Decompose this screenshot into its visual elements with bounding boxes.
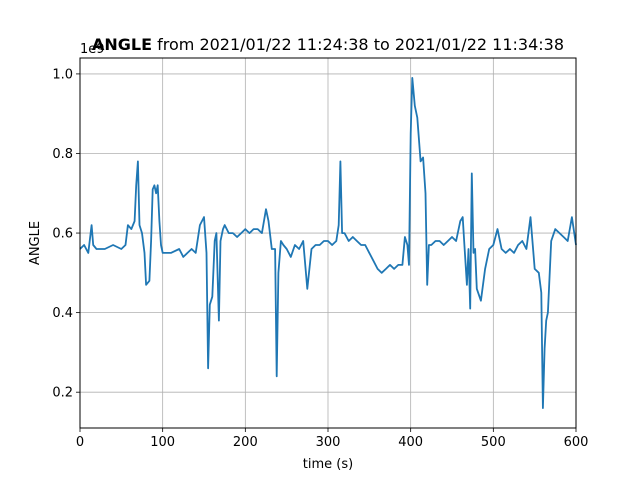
x-tick-label: 100: [150, 435, 175, 450]
chart-title: ANGLE from 2021/01/22 11:24:38 to 2021/0…: [92, 35, 564, 54]
y-tick-label: 1.0: [52, 67, 73, 82]
chart-title-bold: ANGLE: [92, 35, 152, 54]
y-tick-label: 0.8: [52, 147, 73, 162]
series-layer: [79, 77, 577, 410]
y-tick-label: 0.2: [52, 386, 73, 401]
chart-title-rest: from 2021/01/22 11:24:38 to 2021/01/22 1…: [152, 35, 564, 54]
x-tick-label: 400: [398, 435, 423, 450]
x-tick-label: 0: [76, 435, 84, 450]
x-tick-label: 500: [481, 435, 506, 450]
series-line: [79, 77, 577, 410]
x-axis-label: time (s): [303, 457, 353, 472]
y-tick-label: 0.4: [52, 306, 73, 321]
x-tick-label: 300: [316, 435, 341, 450]
x-tick-label: 200: [233, 435, 258, 450]
offset-text: 1e9: [80, 42, 105, 57]
y-axis-label: ANGLE: [28, 221, 43, 265]
axis-ticks: 0 100 200 300 400 500 600 0.2 0.4 0.6 0.8 1.0: [52, 67, 588, 450]
y-tick-label: 0.6: [52, 227, 73, 242]
x-tick-label: 600: [564, 435, 589, 450]
